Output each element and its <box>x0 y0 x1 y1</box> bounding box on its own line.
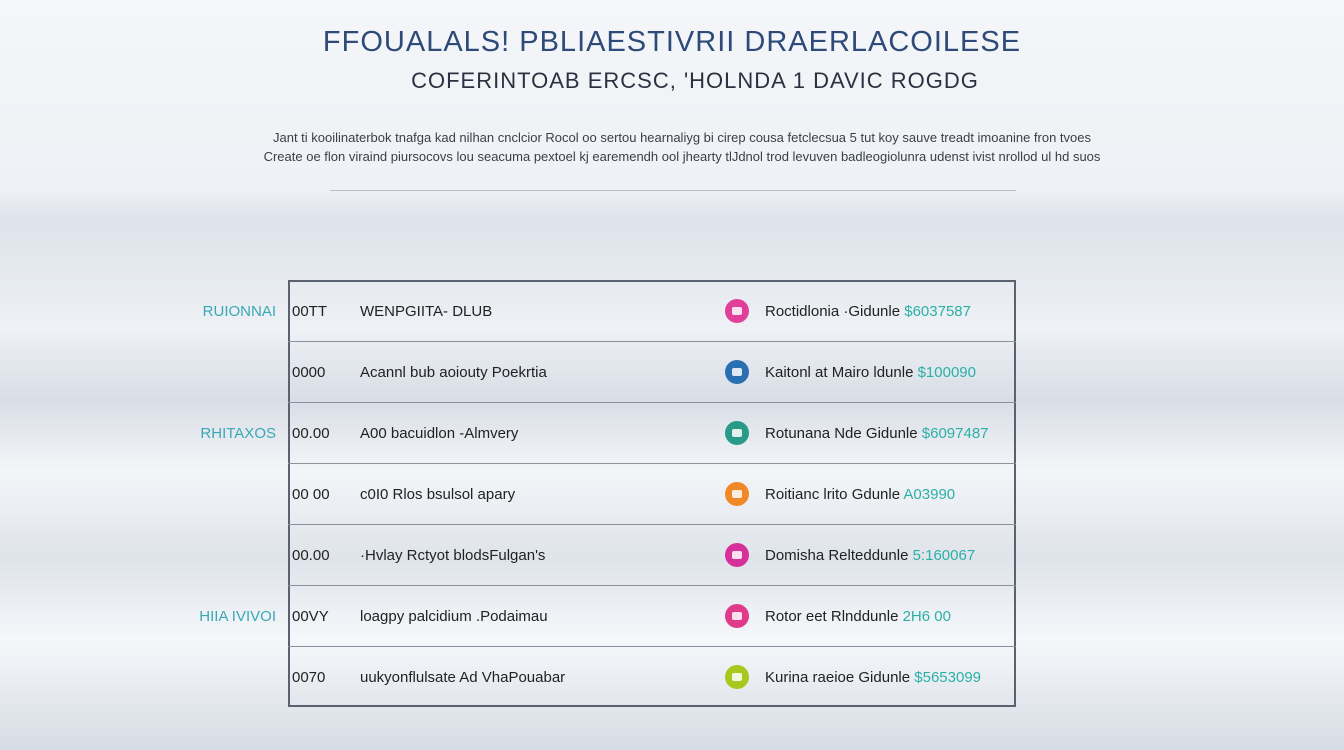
time: 00 00 <box>292 486 330 503</box>
row-separator <box>288 524 1016 525</box>
table-row: 00.00 ·Hvlay Rctyot blodsFulgan's Domisha … <box>288 525 1016 586</box>
amount: $6037587 <box>904 303 971 320</box>
title: FFOUALALS! PBLIAESTIVRII DRAERLACOILESE <box>322 26 1022 58</box>
status-icon <box>725 482 749 506</box>
intro-line: Jant ti kooilinaterbok tnafga kad nilhan… <box>272 130 1092 145</box>
intro-line: Create oe flon viraind piursocovs lou se… <box>263 149 1101 164</box>
section-label: HIIA IVIVOI <box>199 608 276 625</box>
table-row: 00.00 A00 bacuidlon -Almvery Rotunana Nde … <box>288 403 1016 464</box>
amount: 2H6 00 <box>902 608 951 625</box>
status-icon <box>725 665 749 689</box>
table-row: 00TT WENPGIITA- DLUB Roctidlonia ·Gidunle … <box>288 281 1016 342</box>
table-row: 0000 Acannl bub aoiouty Poekrtia Kaitonl a… <box>288 342 1016 403</box>
entry-name: Rotunana Nde Gidunle <box>765 425 918 442</box>
amount: $100090 <box>917 364 976 381</box>
row-separator <box>288 402 1016 403</box>
section-label: RHITAXOS <box>200 425 276 442</box>
row-separator <box>288 585 1016 586</box>
entry-name: Kurina raeioe Gidunle <box>765 669 911 686</box>
table-row: 00VY loagpy palcidium .Podaimau Rotor eet … <box>288 586 1016 647</box>
section-label: RUIONNAI <box>202 303 276 320</box>
time: 00.00 <box>292 547 330 564</box>
subtitle: COFERINTOAB ERCSC, 'HOLNDA 1 DAVIC ROGDG <box>411 68 979 93</box>
row-label: Acannl bub aoiouty Poekrtia <box>360 364 547 381</box>
table-frame <box>288 280 1016 707</box>
amount: 5:160067 <box>912 547 976 564</box>
entry-name: Roctidlonia ·Gidunle <box>765 303 901 320</box>
row-label: A00 bacuidlon -Almvery <box>360 425 519 442</box>
amount: $5653099 <box>914 669 982 686</box>
entry-name: Rotunana Nde Gidunle $6097487 <box>765 425 989 442</box>
entry-name: Roctidlonia ·Gidunle $6037587 <box>765 303 971 320</box>
row-separator <box>288 646 1016 647</box>
table-row: 00 00 c0I0 Rlos bsulsol apary Roitianc lri… <box>288 464 1016 525</box>
row-label: WENPGIITA- DLUB <box>360 303 493 320</box>
entry-name: Rotor eet Rlnddunle 2H6 00 <box>765 608 951 625</box>
time: 0000 <box>292 364 326 381</box>
time: 00.00 <box>292 425 330 442</box>
row-label: c0I0 Rlos bsulsol apary <box>360 486 516 503</box>
time: 00TT <box>292 303 328 320</box>
table-row: 0070 uukyonflulsate Ad VhaPouabar Kurina r… <box>288 647 1016 708</box>
status-icon <box>725 543 749 567</box>
row-label: ·Hvlay Rctyot blodsFulgan's <box>360 547 546 564</box>
time: 00VY <box>292 608 329 625</box>
row-separator <box>288 463 1016 464</box>
row-label: uukyonflulsate Ad VhaPouabar <box>360 669 566 686</box>
status-icon <box>725 360 749 384</box>
row-label: loagpy palcidium .Podaimau <box>360 608 548 625</box>
entry-name: Kurina raeioe Gidunle $5653099 <box>765 669 981 686</box>
time: 0070 <box>292 669 326 686</box>
divider <box>330 190 1016 191</box>
status-icon <box>725 299 749 323</box>
entry-name: Roitianc lrito Gdunle <box>765 486 901 503</box>
status-icon <box>725 604 749 628</box>
entry-name: Rotor eet Rlnddunle <box>765 608 899 625</box>
amount: $6097487 <box>921 425 989 442</box>
status-icon <box>725 421 749 445</box>
row-separator <box>288 341 1016 342</box>
entry-name: Domisha Relteddunle <box>765 547 909 564</box>
entry-name: Kaitonl at Mairo ldunle <box>765 364 914 381</box>
entry-name: Roitianc lrito Gdunle A03990 <box>765 486 955 503</box>
entry-name: Kaitonl at Mairo ldunle $100090 <box>765 364 976 381</box>
amount: A03990 <box>903 486 956 503</box>
entry-name: Domisha Relteddunle 5:160067 <box>765 547 975 564</box>
